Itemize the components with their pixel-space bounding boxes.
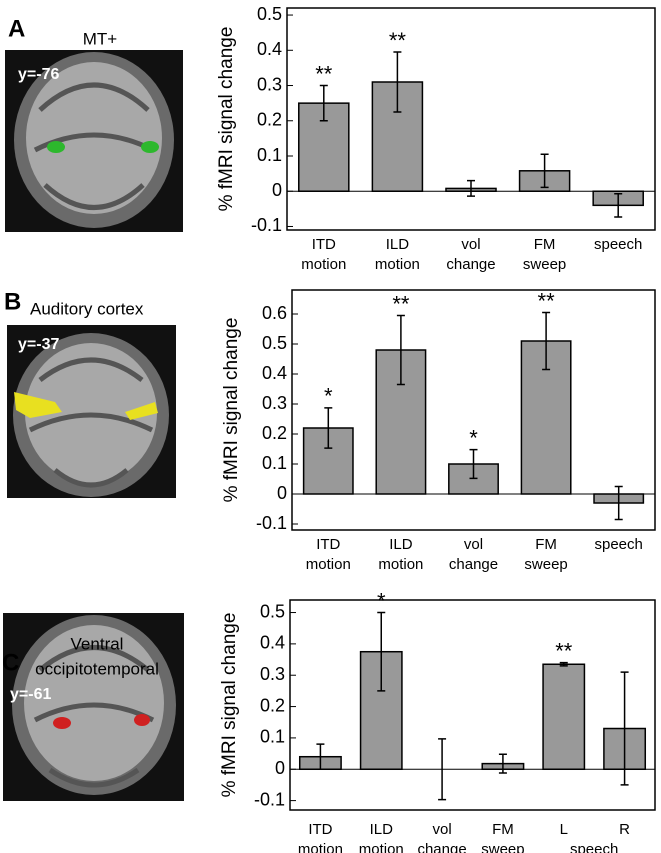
error-bar xyxy=(469,448,478,480)
error-bar xyxy=(393,51,402,113)
x-tick-label: FM xyxy=(535,536,557,553)
y-tick-label: 0 xyxy=(275,758,285,778)
error-bar xyxy=(316,743,325,771)
axes-box xyxy=(289,599,656,811)
panel-label: A xyxy=(8,15,25,42)
x-tick-label: change xyxy=(446,256,495,273)
y-axis-label: % fMRI signal change xyxy=(221,318,242,503)
x-tick-label: speech xyxy=(594,236,642,253)
significance: * xyxy=(469,425,478,450)
y-tick-label: 0.1 xyxy=(257,145,282,165)
significance: ** xyxy=(555,638,573,663)
x-tick-label: sweep xyxy=(523,256,566,273)
y-axis-label: % fMRI signal change xyxy=(216,27,237,212)
significance: ** xyxy=(392,291,410,316)
y-axis-label: % fMRI signal change xyxy=(219,613,240,798)
y-tick-label: 0 xyxy=(272,180,282,200)
x-tick-label: motion xyxy=(378,556,423,573)
x-tick-label: R xyxy=(619,821,630,838)
x-tick-label: L xyxy=(560,821,568,838)
error-bar xyxy=(614,485,623,521)
y-tick-label: 0.5 xyxy=(257,4,282,24)
axes-box xyxy=(286,7,656,231)
error-bar xyxy=(498,753,507,774)
x-tick-label: ITD xyxy=(308,821,332,838)
error-bar xyxy=(540,153,549,189)
error-bar xyxy=(620,671,629,786)
y-tick-label: 0.4 xyxy=(257,39,282,59)
x-tick-label: vol xyxy=(461,236,480,253)
y-tick-label: 0.6 xyxy=(262,303,287,323)
bar xyxy=(520,340,572,495)
y-tick-label: 0.4 xyxy=(260,633,285,653)
y-tick-label: 0.5 xyxy=(262,333,287,353)
y-tick-label: 0.1 xyxy=(262,453,287,473)
error-bar xyxy=(559,661,568,667)
significance: * xyxy=(377,588,386,613)
significance: ** xyxy=(538,288,556,313)
x-tick-label: FM xyxy=(534,236,556,253)
error-bar xyxy=(542,311,551,371)
slice-label: y=-37 xyxy=(18,336,59,353)
x-tick-label: ITD xyxy=(312,236,336,253)
x-tick-label: motion xyxy=(301,256,346,273)
x-tick-label: motion xyxy=(298,841,343,853)
region-label: occipitotemporal xyxy=(35,659,159,678)
x-tick-label: sweep xyxy=(481,841,524,853)
group-label: speech xyxy=(570,841,618,853)
x-tick-label: speech xyxy=(595,536,643,553)
slice-label: y=-61 xyxy=(10,686,51,703)
panel-label: B xyxy=(4,288,21,315)
x-tick-label: motion xyxy=(306,556,351,573)
y-tick-label: 0.2 xyxy=(260,695,285,715)
y-tick-label: 0.3 xyxy=(257,74,282,94)
y-tick-label: 0.2 xyxy=(257,110,282,130)
brain-image xyxy=(5,50,183,232)
x-tick-label: vol xyxy=(464,536,483,553)
y-tick-label: 0 xyxy=(277,483,287,503)
y-tick-label: 0.1 xyxy=(260,727,285,747)
error-bar xyxy=(438,738,447,801)
error-bar xyxy=(614,192,623,218)
x-tick-label: ILD xyxy=(386,236,410,253)
y-tick-label: -0.1 xyxy=(251,215,282,235)
x-tick-label: change xyxy=(417,841,466,853)
slice-label: y=-76 xyxy=(18,66,59,83)
brain-image xyxy=(7,325,176,498)
y-tick-label: -0.1 xyxy=(254,789,285,809)
x-tick-label: ITD xyxy=(316,536,340,553)
panel-label: C xyxy=(2,649,19,676)
bar xyxy=(542,663,586,771)
y-tick-label: -0.1 xyxy=(256,513,287,533)
y-tick-label: 0.5 xyxy=(260,601,285,621)
error-bar xyxy=(377,611,386,692)
x-tick-label: vol xyxy=(432,821,451,838)
region-label: MT+ xyxy=(83,29,118,48)
axes-box xyxy=(291,289,656,531)
significance: ** xyxy=(389,28,407,53)
x-tick-label: ILD xyxy=(389,536,413,553)
region-label: Ventral xyxy=(71,634,124,653)
x-tick-label: ILD xyxy=(370,821,394,838)
x-tick-label: sweep xyxy=(524,556,567,573)
y-tick-label: 0.4 xyxy=(262,363,287,383)
significance: * xyxy=(324,384,333,409)
y-tick-label: 0.3 xyxy=(260,664,285,684)
x-tick-label: motion xyxy=(359,841,404,853)
error-bar xyxy=(467,179,475,197)
y-tick-label: 0.2 xyxy=(262,423,287,443)
y-tick-label: 0.3 xyxy=(262,393,287,413)
region-label: Auditory cortex xyxy=(30,299,144,318)
x-tick-label: FM xyxy=(492,821,514,838)
error-bar xyxy=(396,314,405,386)
error-bar xyxy=(324,407,333,449)
x-tick-label: motion xyxy=(375,256,420,273)
significance: ** xyxy=(315,61,333,86)
error-bar xyxy=(319,84,328,122)
x-tick-label: change xyxy=(449,556,498,573)
brain-image xyxy=(3,613,184,801)
